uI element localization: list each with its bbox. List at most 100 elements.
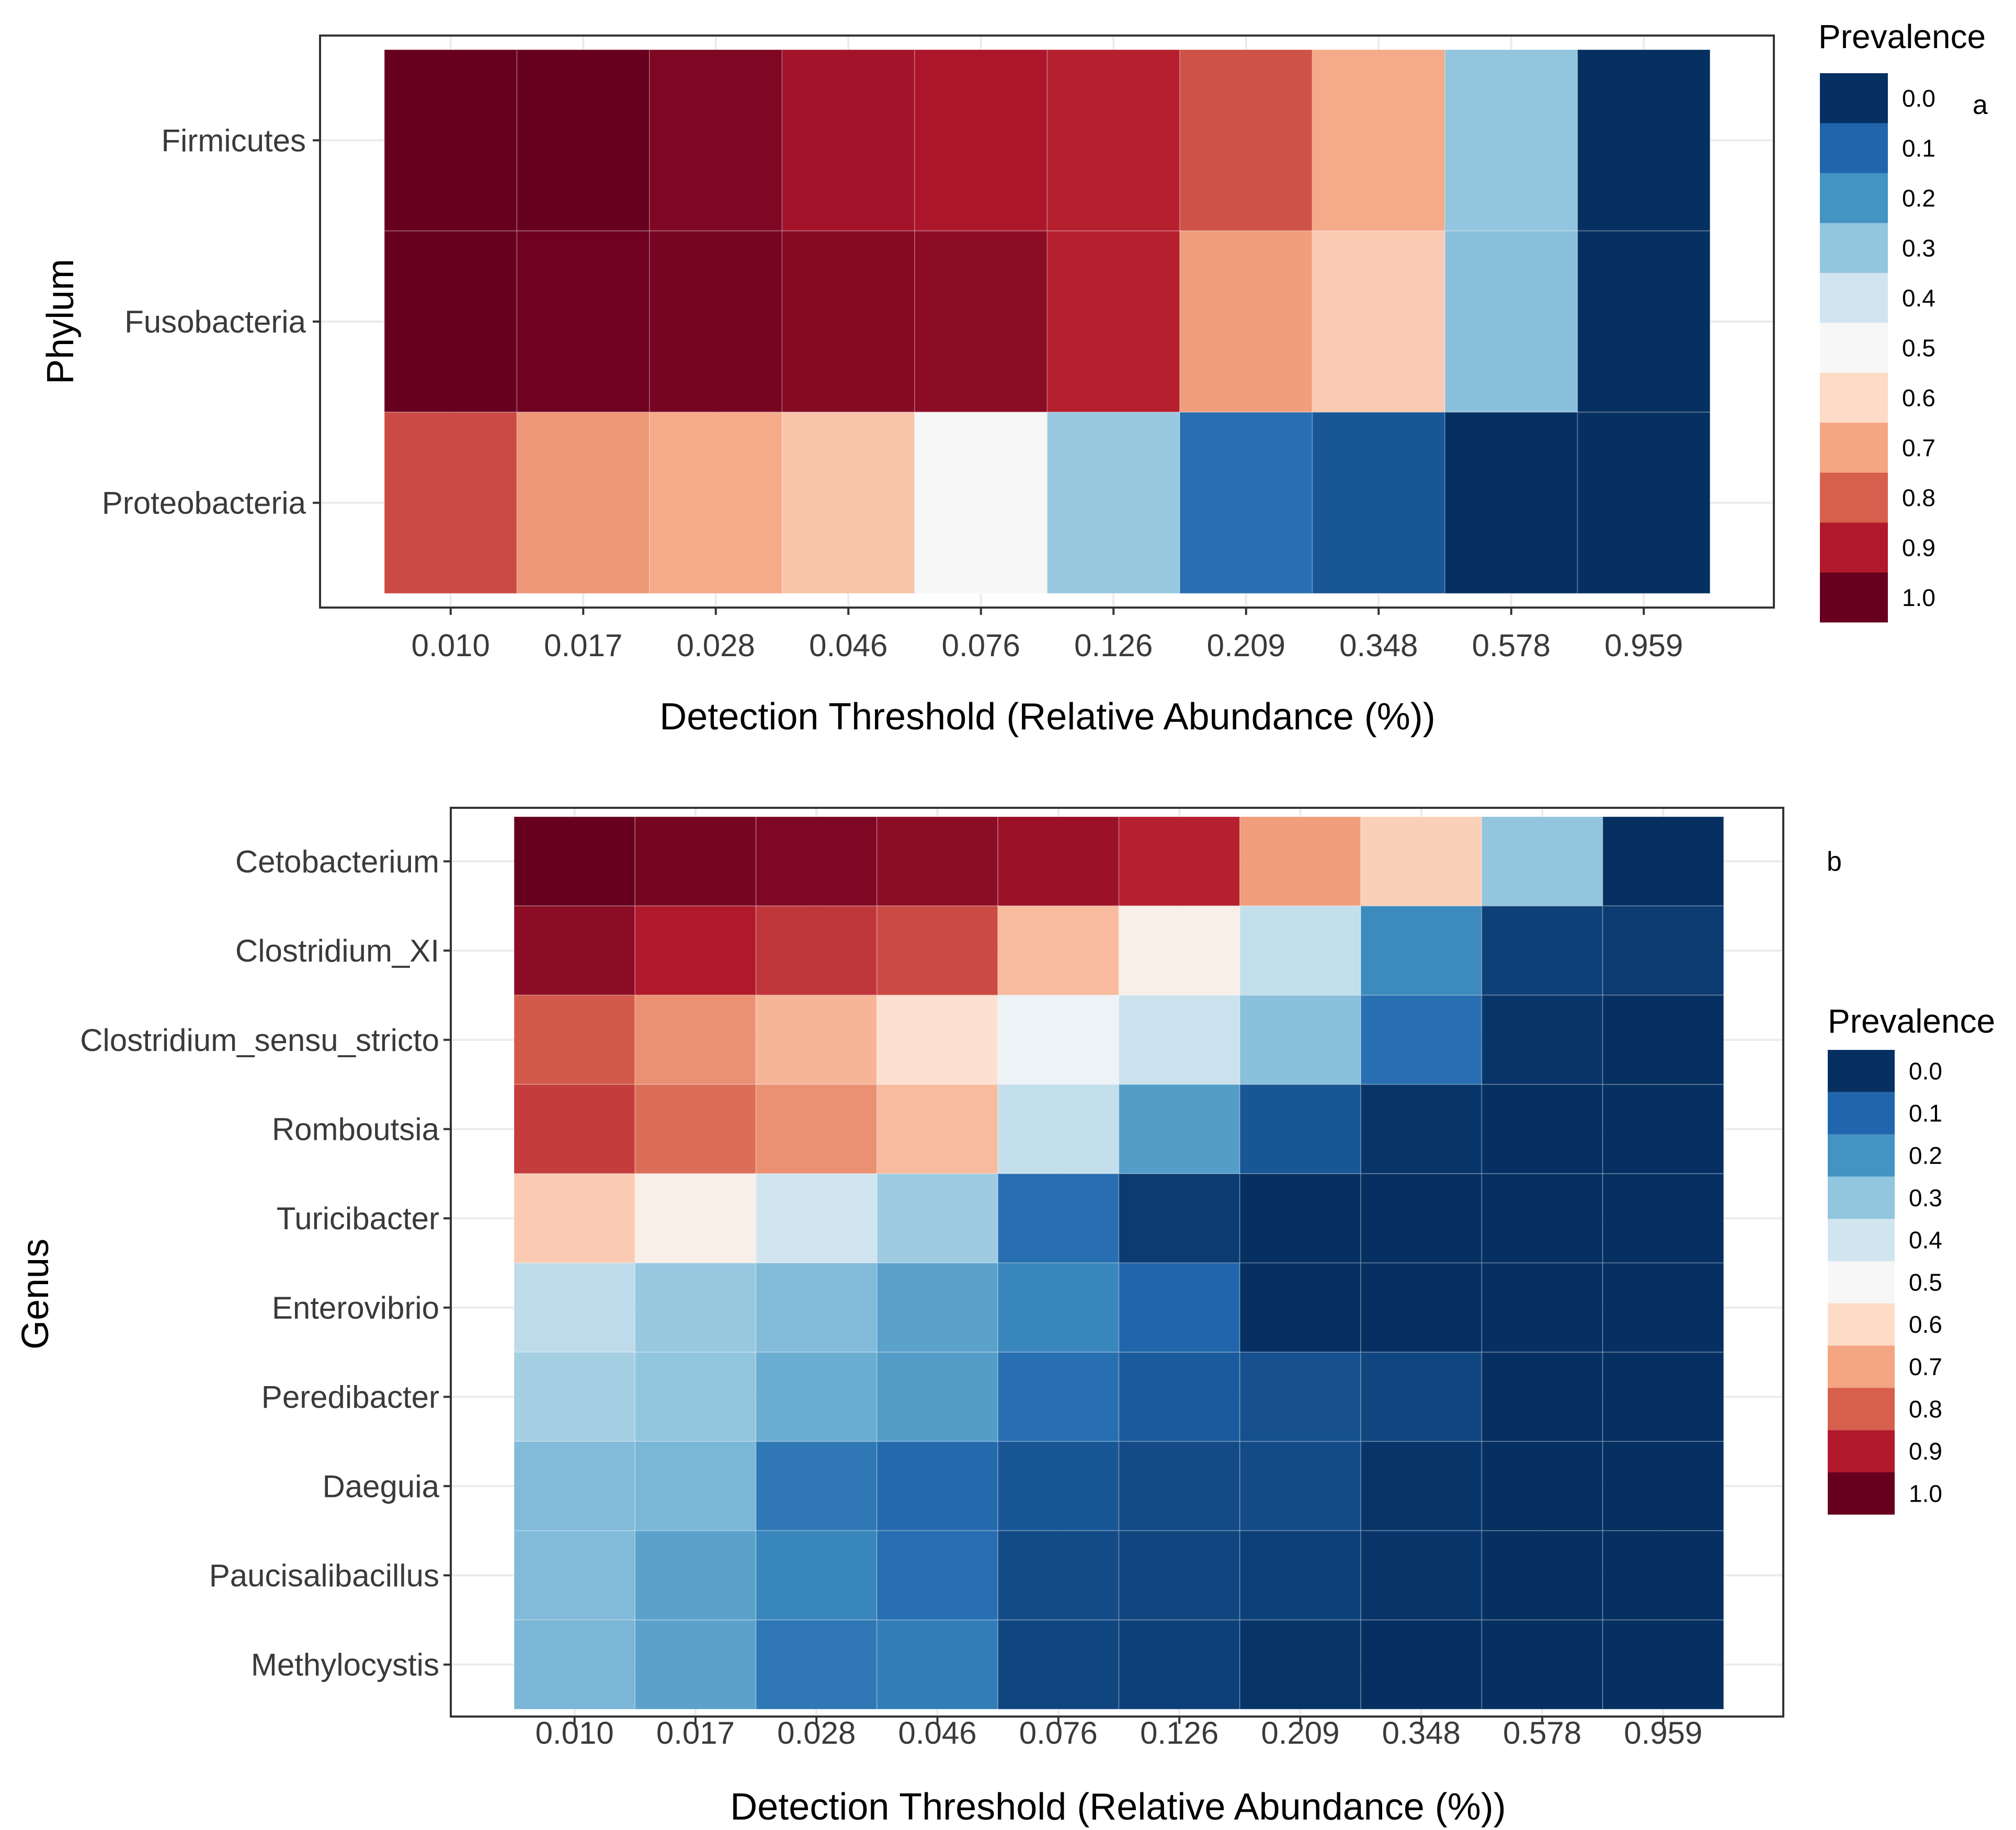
legend-label: 0.2 bbox=[1909, 1142, 1942, 1169]
heat-cell bbox=[1239, 1352, 1362, 1442]
x-tick-label: 0.028 bbox=[777, 1715, 856, 1751]
heat-cell bbox=[755, 905, 878, 996]
x-tick-label: 0.076 bbox=[1019, 1715, 1098, 1751]
heat-cell bbox=[876, 1262, 999, 1353]
x-tick-label: 0.209 bbox=[1261, 1715, 1339, 1751]
heat-cell bbox=[1577, 49, 1711, 232]
heat-cell bbox=[1444, 411, 1578, 594]
y-axis-title: Genus bbox=[15, 1239, 56, 1349]
heat-cell bbox=[997, 1352, 1120, 1442]
heat-cell bbox=[1239, 905, 1362, 996]
legend-label: 0.3 bbox=[1909, 1184, 1942, 1211]
heat-cell bbox=[876, 994, 999, 1085]
heat-cell bbox=[755, 1352, 878, 1442]
heat-cell bbox=[755, 816, 878, 907]
heat-cell bbox=[634, 1084, 757, 1174]
legend-swatch bbox=[1828, 1092, 1895, 1135]
heat-cell bbox=[1360, 1262, 1483, 1353]
heat-cell bbox=[1360, 1084, 1483, 1174]
heat-cell bbox=[997, 1262, 1120, 1353]
heat-cell bbox=[1312, 411, 1445, 594]
legend-swatch bbox=[1828, 1261, 1895, 1303]
x-tick-label: 0.076 bbox=[942, 628, 1020, 663]
legend-swatch bbox=[1820, 73, 1888, 123]
heat-cell bbox=[1118, 1262, 1240, 1353]
heat-cell bbox=[755, 1440, 878, 1531]
heat-cell bbox=[781, 49, 915, 232]
x-tick-label: 0.348 bbox=[1382, 1715, 1461, 1751]
heat-cell bbox=[634, 1619, 757, 1710]
legend-swatch bbox=[1820, 573, 1888, 623]
heat-cell bbox=[755, 1262, 878, 1353]
heat-cell bbox=[1577, 230, 1711, 413]
heat-cell bbox=[1046, 49, 1180, 232]
x-tick-label: 0.348 bbox=[1339, 628, 1418, 663]
y-tick-label: Fusobacteria bbox=[124, 304, 306, 339]
heat-cell bbox=[1360, 905, 1483, 996]
heat-cell bbox=[634, 1530, 757, 1621]
y-tick-label: Enterovibrio bbox=[272, 1290, 439, 1325]
heat-cell bbox=[755, 1173, 878, 1264]
legend-swatch bbox=[1820, 273, 1888, 323]
heat-cell bbox=[876, 1173, 999, 1264]
heat-cell bbox=[1239, 1173, 1362, 1264]
heat-cell bbox=[1239, 1530, 1362, 1621]
legend-label: 0.2 bbox=[1902, 185, 1935, 212]
heat-cell bbox=[1481, 1173, 1603, 1264]
heat-cell bbox=[1239, 1440, 1362, 1531]
heat-cell bbox=[876, 1084, 999, 1174]
legend: Prevalence 0.0 0.1 0.2 0.3 0.4 0.5 0.6 0.7 0.8 0.9… bbox=[1818, 18, 1986, 623]
heat-cell bbox=[649, 230, 783, 413]
x-tick-label: 0.578 bbox=[1503, 1715, 1581, 1751]
legend-title: Prevalence bbox=[1818, 18, 1986, 55]
heat-cell bbox=[997, 1084, 1120, 1174]
heat-cell bbox=[514, 1352, 636, 1442]
heat-cell bbox=[1444, 230, 1578, 413]
heat-cell bbox=[755, 1084, 878, 1174]
heat-cell bbox=[997, 1173, 1120, 1264]
heat-cell bbox=[781, 230, 915, 413]
x-tick-label: 0.126 bbox=[1074, 628, 1153, 663]
heat-cell bbox=[514, 1530, 636, 1621]
legend-swatch bbox=[1828, 1345, 1895, 1388]
heat-cell bbox=[1360, 1619, 1483, 1710]
heat-cell bbox=[384, 49, 518, 232]
heat-cell bbox=[914, 411, 1048, 594]
heat-cell bbox=[997, 994, 1120, 1085]
heat-cell bbox=[876, 1352, 999, 1442]
legend-swatch bbox=[1820, 223, 1888, 273]
y-axis-title: Phylum bbox=[40, 259, 82, 384]
x-tick-label: 0.959 bbox=[1604, 628, 1683, 663]
heat-cell bbox=[1360, 1352, 1483, 1442]
heat-cell bbox=[514, 994, 636, 1085]
heat-cell bbox=[1360, 994, 1483, 1085]
heat-cell bbox=[516, 411, 650, 594]
y-tick-label: Proteobacteria bbox=[102, 486, 306, 521]
heat-cell bbox=[634, 1352, 757, 1442]
legend-swatch bbox=[1820, 373, 1888, 423]
heat-cell bbox=[1239, 994, 1362, 1085]
heat-cell bbox=[1602, 1619, 1724, 1710]
legend-label: 0.4 bbox=[1902, 284, 1935, 312]
legend-swatch bbox=[1828, 1050, 1895, 1092]
legend-label: 0.7 bbox=[1909, 1353, 1942, 1380]
heat-cell bbox=[755, 1530, 878, 1621]
heat-cell bbox=[876, 905, 999, 996]
y-tick-label: Romboutsia bbox=[272, 1112, 440, 1147]
legend-swatch bbox=[1828, 1176, 1895, 1219]
legend-label: 0.8 bbox=[1909, 1396, 1942, 1423]
legend-label: 0.4 bbox=[1909, 1227, 1942, 1254]
heat-cell bbox=[1481, 1352, 1603, 1442]
heat-cell bbox=[1239, 816, 1362, 907]
x-axis-title: Detection Threshold (Relative Abundance … bbox=[730, 1786, 1506, 1828]
y-tick-label: Peredibacter bbox=[261, 1380, 439, 1415]
legend-swatch bbox=[1828, 1388, 1895, 1431]
heat-cell bbox=[1360, 1173, 1483, 1264]
legend-label: 0.0 bbox=[1909, 1057, 1942, 1084]
heat-cell bbox=[997, 905, 1120, 996]
x-tick-label: 0.126 bbox=[1140, 1715, 1218, 1751]
heat-cell bbox=[1046, 230, 1180, 413]
x-tick-label: 0.209 bbox=[1207, 628, 1285, 663]
heat-cell bbox=[1118, 994, 1240, 1085]
legend-label: 0.9 bbox=[1902, 534, 1935, 561]
